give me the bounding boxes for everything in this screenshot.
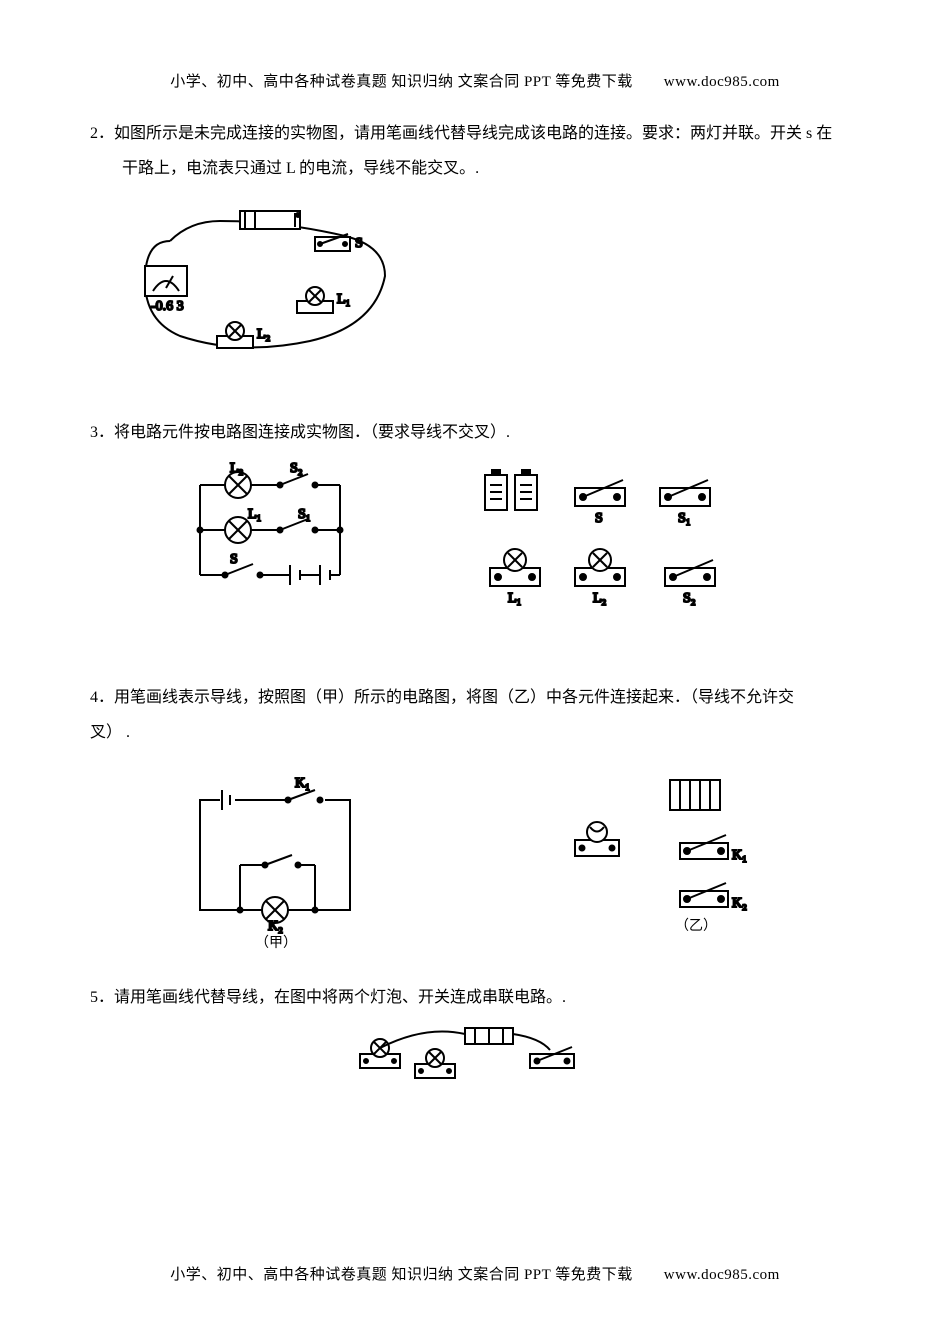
question-2: 2．如图所示是未完成连接的实物图，请用笔画线代替导线完成该电路的连接。要求：两灯… — [90, 116, 860, 385]
svg-text:K₂: K₂ — [732, 896, 747, 911]
svg-text:L₁: L₁ — [248, 507, 261, 522]
question-4: 4．用笔画线表示导线，按照图（甲）所示的电路图，将图（乙）中各元件连接起来．（导… — [90, 680, 860, 950]
page-header: 小学、初中、高中各种试卷真题 知识归纳 文案合同 PPT 等免费下载 www.d… — [90, 70, 860, 91]
svg-text:-0.6 3: -0.6 3 — [151, 299, 184, 314]
svg-text:（乙）: （乙） — [675, 918, 717, 934]
svg-text:K₁: K₁ — [732, 848, 747, 863]
q2-line1: 2．如图所示是未完成连接的实物图，请用笔画线代替导线完成该电路的连接。要求：两灯… — [90, 116, 860, 151]
question-3: 3．将电路元件按电路图连接成实物图．（要求导线不交叉）. L₂ S₂ — [90, 415, 860, 620]
q3-physical-components: S S₁ L₁ — [470, 465, 790, 615]
q2-circuit-diagram: -0.6 3 S L₁ — [120, 191, 400, 371]
svg-text:L₁: L₁ — [337, 292, 350, 307]
q5-circuit-diagram — [345, 1020, 605, 1080]
q2-diagram-container: -0.6 3 S L₁ — [120, 191, 860, 384]
svg-text:S₂: S₂ — [290, 461, 303, 476]
svg-text:S: S — [595, 511, 603, 526]
q3-diagram-row: L₂ S₂ L₁ S₁ — [170, 460, 860, 620]
question-5: 5．请用笔画线代替导线，在图中将两个灯泡、开关连成串联电路。. — [90, 980, 860, 1080]
svg-text:（甲）: （甲） — [255, 935, 297, 950]
q4-physical-yi: K₁ K₂ （乙） — [540, 775, 770, 950]
svg-text:S: S — [230, 552, 238, 567]
svg-text:S₂: S₂ — [683, 591, 696, 606]
svg-text:K₁: K₁ — [295, 776, 310, 791]
q4-schematic-jia: K₁ K₂ （甲） — [180, 775, 370, 950]
svg-text:L₂: L₂ — [257, 327, 271, 342]
q4-diagram-row: K₁ K₂ （甲） — [90, 775, 860, 950]
svg-text:S₁: S₁ — [678, 511, 691, 526]
svg-text:L₂: L₂ — [230, 461, 244, 476]
svg-text:L₂: L₂ — [593, 591, 607, 606]
q5-diagram-container — [90, 1020, 860, 1080]
svg-text:K₂: K₂ — [268, 919, 283, 934]
q5-text: 5．请用笔画线代替导线，在图中将两个灯泡、开关连成串联电路。. — [90, 980, 860, 1015]
q2-line2: 干路上，电流表只通过 L 的电流，导线不能交叉。. — [90, 151, 860, 186]
q4-line1: 4．用笔画线表示导线，按照图（甲）所示的电路图，将图（乙）中各元件连接起来．（导… — [90, 680, 860, 715]
footer-text: 小学、初中、高中各种试卷真题 知识归纳 文案合同 PPT 等免费下载 — [170, 1267, 633, 1283]
q3-schematic: L₂ S₂ L₁ S₁ — [170, 460, 370, 620]
header-text: 小学、初中、高中各种试卷真题 知识归纳 文案合同 PPT 等免费下载 — [170, 74, 633, 90]
header-url: www.doc985.com — [664, 74, 780, 90]
svg-text:S₁: S₁ — [298, 507, 311, 522]
svg-text:S: S — [355, 236, 363, 251]
q3-text: 3．将电路元件按电路图连接成实物图．（要求导线不交叉）. — [90, 415, 860, 450]
page-footer: 小学、初中、高中各种试卷真题 知识归纳 文案合同 PPT 等免费下载 www.d… — [0, 1263, 950, 1284]
footer-url: www.doc985.com — [664, 1267, 780, 1283]
q4-line2: 叉） . — [90, 715, 860, 750]
svg-text:L₁: L₁ — [508, 591, 521, 606]
